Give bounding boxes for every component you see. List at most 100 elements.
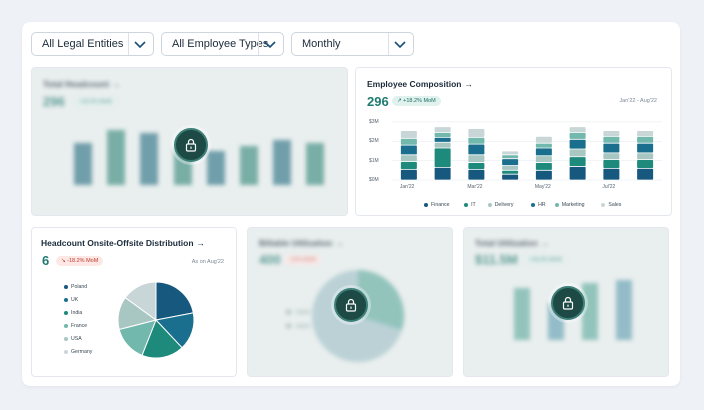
bar-segment-it[interactable]	[637, 160, 654, 168]
lock-icon[interactable]	[174, 128, 208, 162]
legend-item-uk[interactable]: UK	[64, 297, 78, 303]
bar-segment-sales[interactable]	[637, 130, 654, 137]
composition-date-range: Jan'22 - Aug'22	[619, 98, 657, 104]
bar-segment-marketing[interactable]	[603, 136, 620, 143]
chevron-down-icon	[134, 41, 146, 49]
bar-segment-finance[interactable]	[603, 168, 620, 180]
legend-item-delivery[interactable]: Delivery	[487, 202, 514, 208]
bar-segment-sales[interactable]	[569, 127, 586, 133]
legend-item-france[interactable]: France	[64, 323, 87, 329]
bar-segment-delivery[interactable]	[468, 155, 485, 163]
bar-segment-delivery[interactable]	[502, 165, 519, 170]
total-utilization-card[interactable]: Total Utilization → $11.5M +18.2% MoM	[463, 227, 669, 377]
total-utilization-badge: +18.2% MoM	[524, 255, 567, 265]
bar-segment-sales[interactable]	[468, 129, 485, 137]
bar-segment-delivery[interactable]	[400, 155, 417, 162]
pie-slice-india[interactable]	[141, 319, 183, 359]
bar-segment-hr[interactable]	[434, 137, 451, 142]
bar-segment-finance[interactable]	[400, 169, 417, 180]
arrow-right-icon: →	[464, 79, 473, 89]
pie-slice-germany[interactable]	[124, 281, 157, 321]
employee-composition-header[interactable]: Employee Composition →	[367, 79, 473, 89]
lock-icon[interactable]	[334, 288, 368, 322]
billable-utilization-badge: -12% MoM	[284, 255, 321, 265]
bar-segment-marketing[interactable]	[569, 132, 586, 139]
legend-item-sales[interactable]: Sales	[601, 202, 621, 208]
composition-change-badge: ↗ +18.2% MoM	[392, 96, 441, 106]
bar-segment-delivery[interactable]	[637, 153, 654, 160]
bar-segment-it[interactable]	[468, 162, 485, 169]
onsite-offsite-header[interactable]: Headcount Onsite-Offsite Distribution →	[41, 238, 205, 248]
legend-label: Delivery	[494, 202, 514, 208]
onsite-as-on-date: As on Aug'22	[191, 259, 224, 265]
bar-segment-finance[interactable]	[502, 174, 519, 180]
bar-segment-delivery[interactable]	[434, 142, 451, 148]
bar-segment-it[interactable]	[434, 148, 451, 168]
bar-segment-delivery[interactable]	[569, 149, 586, 157]
onsite-offsite-pie-chart	[117, 281, 195, 359]
bar-segment-hr[interactable]	[535, 148, 552, 156]
legend-swatch	[64, 323, 68, 328]
bar-segment-it[interactable]	[400, 161, 417, 169]
blurred-content: Total Utilization → $11.5M +18.2% MoM	[464, 228, 668, 376]
billable-utilization-card[interactable]: Billable Utilization → 400 -12% MoM	[247, 227, 453, 377]
legend-item-india[interactable]: India	[64, 310, 82, 316]
y-tick-label: $2M	[369, 138, 379, 145]
legal-entities-label: All Legal Entities	[42, 38, 124, 50]
bar-segment-sales[interactable]	[400, 130, 417, 138]
bar-segment-finance[interactable]	[535, 170, 552, 180]
bar-segment-hr[interactable]	[502, 159, 519, 166]
legal-entities-dropdown[interactable]: All Legal Entities	[31, 32, 154, 56]
legend-item-germany[interactable]: Germany	[64, 349, 92, 355]
legend-swatch	[64, 349, 68, 354]
legend-swatch	[487, 202, 492, 207]
pie-slice-poland[interactable]	[155, 281, 194, 321]
bar-segment-marketing[interactable]	[434, 132, 451, 137]
bar-segment-sales[interactable]	[502, 151, 519, 155]
bar-segment-hr[interactable]	[637, 143, 654, 153]
bar-segment-sales[interactable]	[434, 127, 451, 133]
bar-segment-sales[interactable]	[535, 136, 552, 143]
bar-segment-marketing[interactable]	[468, 137, 485, 144]
bar-segment-it[interactable]	[603, 160, 620, 168]
bar-segment-hr[interactable]	[400, 145, 417, 155]
period-dropdown[interactable]: Monthly	[291, 32, 414, 56]
bar-segment-sales[interactable]	[603, 130, 620, 137]
legend-item-usa[interactable]: USA	[64, 336, 82, 342]
bar-segment-it[interactable]	[569, 157, 586, 167]
employee-types-dropdown[interactable]: All Employee Types	[161, 32, 284, 56]
blurred-content: Billable Utilization → 400 -12% MoM	[248, 228, 452, 376]
bar-segment-hr[interactable]	[603, 143, 620, 153]
legend-item-poland[interactable]: Poland	[64, 284, 87, 290]
legend-label: Marketing	[561, 202, 585, 208]
legend-swatch	[424, 202, 428, 207]
x-tick-label: Jan'22	[399, 184, 415, 190]
legend-item-hr[interactable]: HR	[531, 202, 546, 208]
bar-segment-finance[interactable]	[434, 167, 451, 180]
bar-segment-delivery[interactable]	[535, 156, 552, 163]
bar-segment-hr[interactable]	[569, 139, 586, 149]
bar-segment-it[interactable]	[535, 162, 552, 170]
bar-segment-marketing[interactable]	[502, 155, 519, 159]
bar-segment-finance[interactable]	[637, 168, 654, 180]
chevron-down-icon	[394, 41, 406, 49]
bar-segment-marketing[interactable]	[535, 143, 552, 148]
onsite-offsite-value: 6	[42, 253, 50, 268]
legend-label: IT	[471, 202, 476, 208]
total-headcount-card[interactable]: Total Headcount → 296 +18.2% MoM	[31, 67, 348, 216]
bar-segment-hr[interactable]	[468, 144, 485, 155]
lock-icon[interactable]	[551, 286, 585, 320]
legend-item-finance[interactable]: Finance	[424, 202, 449, 208]
y-tick-label: $0M	[369, 177, 379, 183]
legend-swatch	[464, 202, 469, 207]
bar-segment-marketing[interactable]	[637, 136, 654, 143]
bar-segment-finance[interactable]	[569, 166, 586, 180]
legend-item-it[interactable]: IT	[464, 202, 476, 208]
arrow-right-icon: →	[196, 238, 206, 248]
legend-item-marketing[interactable]: Marketing	[554, 202, 585, 208]
legend-swatch	[64, 310, 68, 315]
bar-segment-marketing[interactable]	[400, 138, 417, 145]
bar-segment-finance[interactable]	[468, 169, 485, 180]
bar-segment-it[interactable]	[502, 170, 519, 174]
bar-segment-delivery[interactable]	[603, 153, 620, 160]
